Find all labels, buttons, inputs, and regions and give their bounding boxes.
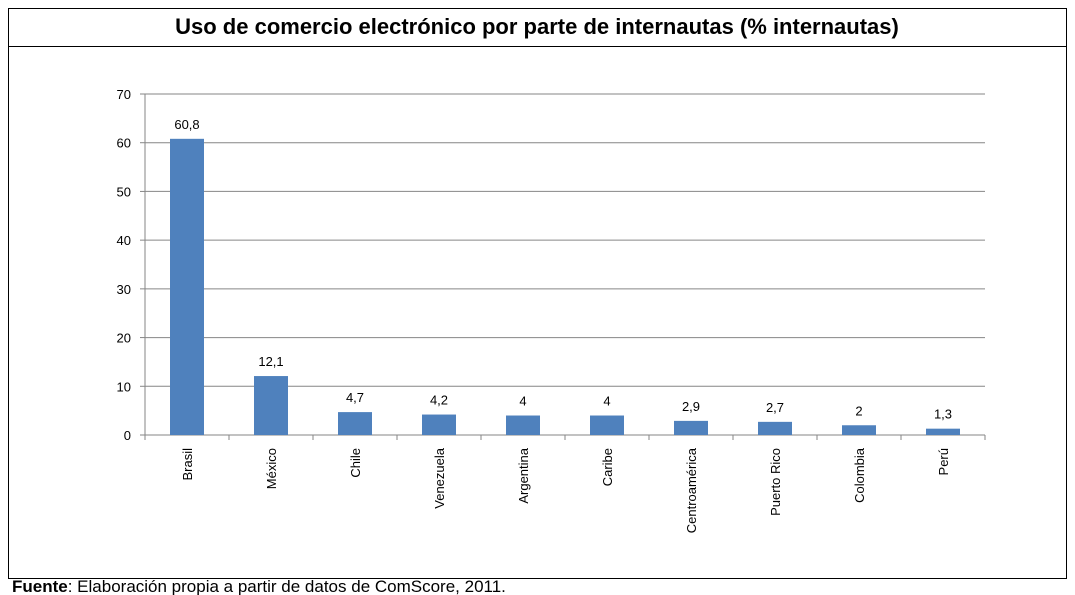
y-tick-label: 60 (117, 136, 131, 151)
data-label: 4 (519, 394, 526, 409)
bar (590, 415, 624, 435)
y-tick-label: 40 (117, 233, 131, 248)
data-label: 12,1 (258, 354, 283, 369)
y-tick-label: 30 (117, 282, 131, 297)
bar (338, 412, 372, 435)
x-tick-label: Brasil (180, 448, 195, 481)
frame (8, 8, 1067, 579)
x-tick-label: Colombia (852, 447, 867, 503)
chart-title: Uso de comercio electrónico por parte de… (175, 14, 899, 39)
data-label: 1,3 (934, 407, 952, 422)
bar (422, 414, 456, 435)
x-tick-label: Caribe (600, 448, 615, 486)
y-tick-label: 20 (117, 331, 131, 346)
data-label: 4,2 (430, 393, 448, 408)
x-tick-label: México (264, 448, 279, 489)
bar (758, 421, 792, 435)
x-tick-label: Chile (348, 448, 363, 478)
y-tick-label: 50 (117, 184, 131, 199)
data-label: 4,7 (346, 390, 364, 405)
x-tick-label: Puerto Rico (768, 448, 783, 516)
source-note: Fuente: Elaboración propia a partir de d… (12, 577, 506, 595)
source-label: Fuente (12, 577, 68, 595)
bar (170, 138, 204, 435)
x-tick-label: Centroamérica (684, 447, 699, 533)
data-label: 60,8 (174, 117, 199, 132)
bar (254, 376, 288, 435)
source-text: : Elaboración propia a partir de datos d… (68, 577, 506, 595)
bar (674, 420, 708, 435)
y-tick-label: 70 (117, 87, 131, 102)
bar (506, 415, 540, 435)
data-label: 2 (855, 403, 862, 418)
x-tick-label: Perú (936, 448, 951, 475)
x-tick-label: Venezuela (432, 447, 447, 508)
data-label: 4 (603, 394, 610, 409)
bar (842, 425, 876, 435)
y-tick-label: 0 (124, 428, 131, 443)
data-label: 2,9 (682, 399, 700, 414)
data-label: 2,7 (766, 400, 784, 415)
x-tick-label: Argentina (516, 447, 531, 503)
y-tick-label: 10 (117, 379, 131, 394)
bar (926, 428, 960, 435)
